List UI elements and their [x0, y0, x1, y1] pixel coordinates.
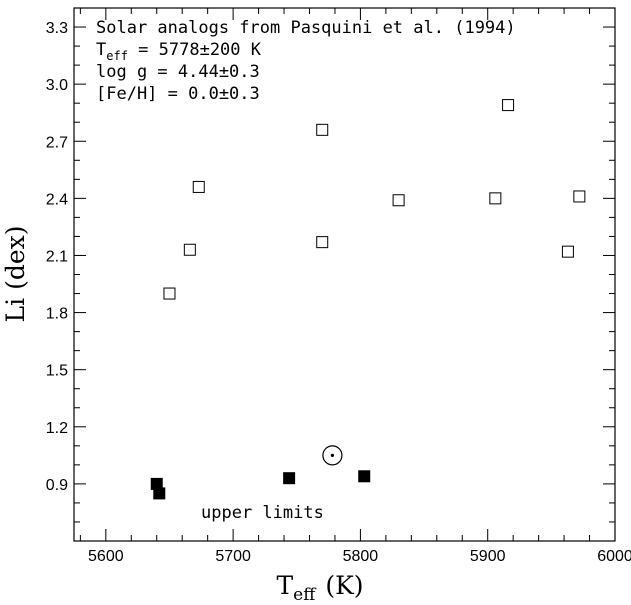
x-tick-label: 6000 — [597, 548, 631, 565]
sun-circle — [322, 445, 343, 466]
y-tick-label: 1.2 — [46, 420, 68, 437]
x-tick-label: 5700 — [215, 548, 251, 565]
y-tick-label: 1.8 — [46, 306, 68, 323]
sun-symbol-point — [322, 445, 343, 466]
open-square-point — [316, 236, 329, 249]
x-tick-label: 5900 — [470, 548, 506, 565]
y-axis-title: Li (dex) — [1, 226, 30, 323]
open-square-point — [163, 287, 176, 300]
open-square-point — [316, 123, 329, 136]
axis-ticks — [74, 8, 616, 541]
open-square-point — [489, 192, 502, 205]
upper-limit-point — [153, 487, 166, 500]
annotation-logg: log g = 4.44±0.3 — [96, 62, 260, 82]
x-axis-title: Teff (K) — [276, 571, 363, 605]
annotation-teff-value: = 5778±200 K — [128, 40, 262, 60]
upper-limit-point — [283, 472, 296, 485]
annotation-teff-symbol: T — [96, 40, 106, 60]
open-square-point — [183, 243, 196, 256]
open-square-point — [192, 180, 205, 193]
y-tick-label: 2.7 — [46, 134, 68, 151]
x-axis-symbol: T — [276, 571, 293, 600]
y-tick-label: 1.5 — [46, 363, 68, 380]
x-axis-subscript: eff — [293, 585, 317, 605]
y-tick-label: 0.9 — [46, 477, 68, 494]
upper-limits-label: upper limits — [201, 503, 324, 523]
y-tick-label: 2.4 — [46, 191, 68, 208]
annotation-teff-sub: eff — [106, 49, 128, 63]
open-square-point — [561, 245, 574, 258]
y-tick-label: 2.1 — [46, 248, 68, 265]
x-tick-label: 5800 — [343, 548, 379, 565]
open-square-point — [573, 190, 586, 203]
sun-dot — [330, 453, 335, 457]
x-axis-unit: (K) — [325, 571, 363, 600]
open-square-point — [392, 194, 405, 207]
annotation-feh: [Fe/H] = 0.0±0.3 — [96, 84, 260, 104]
annotation-source: Solar analogs from Pasquini et al. (1994… — [96, 18, 516, 38]
x-tick-label: 5600 — [88, 548, 124, 565]
data-points — [150, 99, 586, 500]
y-tick-labels: 0.9 1.2 1.5 1.8 2.1 2.4 2.7 3.0 3.3 — [46, 20, 68, 494]
x-tick-labels: 5600 5700 5800 5900 6000 — [88, 548, 631, 565]
y-tick-label: 3.0 — [46, 77, 68, 94]
upper-limit-point — [358, 470, 371, 483]
open-square-point — [502, 99, 515, 112]
annotation-teff: Teff = 5778±200 K — [96, 40, 262, 63]
y-tick-label: 3.3 — [46, 20, 68, 37]
